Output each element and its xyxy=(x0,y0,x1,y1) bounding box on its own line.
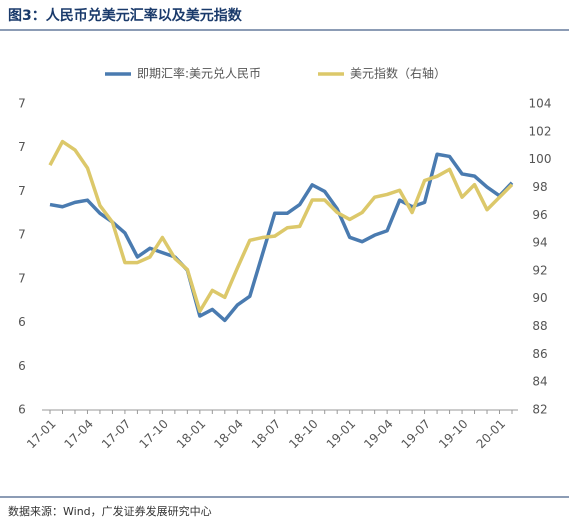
x-tick-label: 19-04 xyxy=(361,417,396,452)
y2-tick-label: 96 xyxy=(532,208,547,222)
y2-tick-label: 88 xyxy=(532,319,547,333)
x-tick-label: 19-07 xyxy=(399,417,434,452)
y2-tick-label: 100 xyxy=(529,152,552,166)
y-tick-label: 6 xyxy=(18,315,26,329)
y-tick-label: 7 xyxy=(18,97,26,111)
y2-tick-label: 98 xyxy=(532,180,547,194)
y-tick-label: 6 xyxy=(18,403,26,417)
source: 数据来源：Wind，广发证券发展研究中心 xyxy=(8,504,212,518)
y-tick-label: 7 xyxy=(18,184,26,198)
x-tick-label: 17-04 xyxy=(61,417,96,452)
x-tick-label: 17-10 xyxy=(136,417,171,452)
x-tick-label: 19-01 xyxy=(324,417,359,452)
x-tick-label: 18-10 xyxy=(286,417,321,452)
y-tick-label: 6 xyxy=(18,359,26,373)
legend-label: 即期汇率:美元兑人民币 xyxy=(137,66,261,81)
chart-title: 图3：人民币兑美元汇率以及美元指数 xyxy=(8,7,243,24)
y2-tick-label: 84 xyxy=(532,375,547,389)
y2-tick-label: 94 xyxy=(532,236,547,250)
y2-tick-label: 90 xyxy=(532,291,547,305)
x-tick-label: 19-10 xyxy=(436,417,471,452)
y2-tick-label: 82 xyxy=(532,403,547,417)
x-tick-label: 18-01 xyxy=(174,417,209,452)
series-line xyxy=(49,152,514,323)
series-line xyxy=(48,139,514,313)
y2-tick-label: 104 xyxy=(529,97,552,111)
y-tick-label: 7 xyxy=(18,140,26,154)
y-tick-label: 7 xyxy=(18,228,26,242)
x-tick-label: 17-07 xyxy=(99,417,134,452)
y-tick-label: 7 xyxy=(18,271,26,285)
y2-tick-label: 86 xyxy=(532,347,547,361)
x-tick-label: 18-04 xyxy=(211,417,246,452)
legend-label: 美元指数（右轴） xyxy=(350,66,446,81)
y2-tick-label: 92 xyxy=(532,263,547,277)
x-tick-label: 17-01 xyxy=(24,417,59,452)
y2-tick-label: 102 xyxy=(529,124,552,138)
x-tick-label: 20-01 xyxy=(474,417,509,452)
x-tick-label: 18-07 xyxy=(249,417,284,452)
